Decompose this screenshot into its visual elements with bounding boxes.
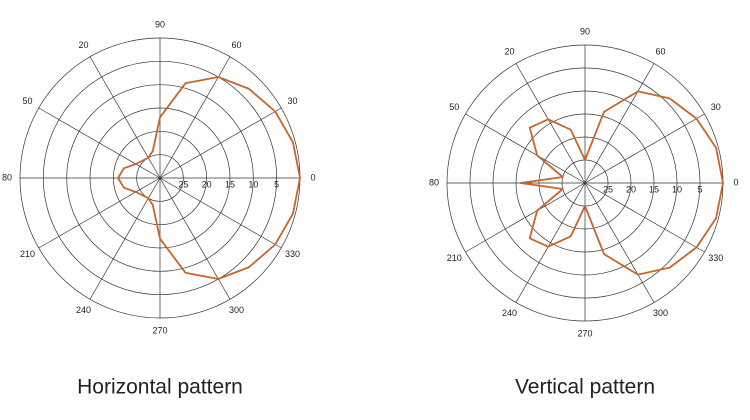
grid-spoke xyxy=(515,182,586,303)
theta-tick-label: 50 xyxy=(22,96,32,106)
grid-spoke xyxy=(38,177,161,249)
r-tick-label: 15 xyxy=(225,179,235,189)
grid-spoke xyxy=(584,113,705,184)
theta-tick-label: 80 xyxy=(429,177,439,187)
grid-spoke xyxy=(584,182,655,303)
theta-tick-label: 330 xyxy=(708,253,723,263)
grid-spoke xyxy=(89,56,161,179)
theta-tick-label: 80 xyxy=(2,172,12,182)
grid-spoke xyxy=(465,182,586,253)
r-tick-label: 10 xyxy=(248,179,258,189)
theta-tick-label: 300 xyxy=(653,308,668,318)
grid-spoke xyxy=(159,177,282,249)
grid-spoke xyxy=(159,177,231,300)
theta-tick-label: 300 xyxy=(229,305,244,315)
theta-tick-label: 90 xyxy=(580,26,590,36)
grid-spoke xyxy=(89,177,161,300)
r-tick-label: 5 xyxy=(697,184,702,194)
theta-tick-label: 210 xyxy=(447,253,462,263)
grid-spoke xyxy=(38,107,161,179)
pattern-line xyxy=(117,76,301,280)
theta-tick-label: 270 xyxy=(152,325,167,335)
theta-tick-label: 60 xyxy=(231,40,241,50)
r-tick-label: 25 xyxy=(178,179,188,189)
r-tick-label: 20 xyxy=(626,184,636,194)
chart-title: Horizontal pattern xyxy=(77,376,243,399)
theta-tick-label: 20 xyxy=(504,47,514,57)
theta-tick-label: 90 xyxy=(155,19,165,29)
r-tick-label: 15 xyxy=(649,184,659,194)
r-tick-label: 5 xyxy=(274,179,279,189)
theta-tick-label: 330 xyxy=(285,249,300,259)
grid-spoke xyxy=(584,63,655,184)
theta-tick-label: 210 xyxy=(20,249,35,259)
r-tick-label: 10 xyxy=(672,184,682,194)
grid-spoke xyxy=(515,63,586,184)
theta-tick-label: 20 xyxy=(78,40,88,50)
theta-tick-label: 60 xyxy=(655,47,665,57)
theta-tick-label: 30 xyxy=(287,96,297,106)
theta-tick-label: 50 xyxy=(449,102,459,112)
theta-tick-label: 240 xyxy=(502,308,517,318)
theta-tick-label: 0 xyxy=(310,172,315,182)
grid-spoke xyxy=(584,182,705,253)
theta-tick-label: 270 xyxy=(577,328,592,338)
chart-title: Vertical pattern xyxy=(515,376,655,399)
theta-tick-label: 0 xyxy=(733,177,738,187)
grid-spoke xyxy=(159,107,282,179)
theta-tick-label: 30 xyxy=(711,102,721,112)
r-tick-label: 25 xyxy=(603,184,613,194)
r-tick-label: 20 xyxy=(202,179,212,189)
pattern-line xyxy=(519,90,724,276)
grid-spoke xyxy=(159,56,231,179)
grid-spoke xyxy=(465,113,586,184)
theta-tick-label: 240 xyxy=(76,305,91,315)
